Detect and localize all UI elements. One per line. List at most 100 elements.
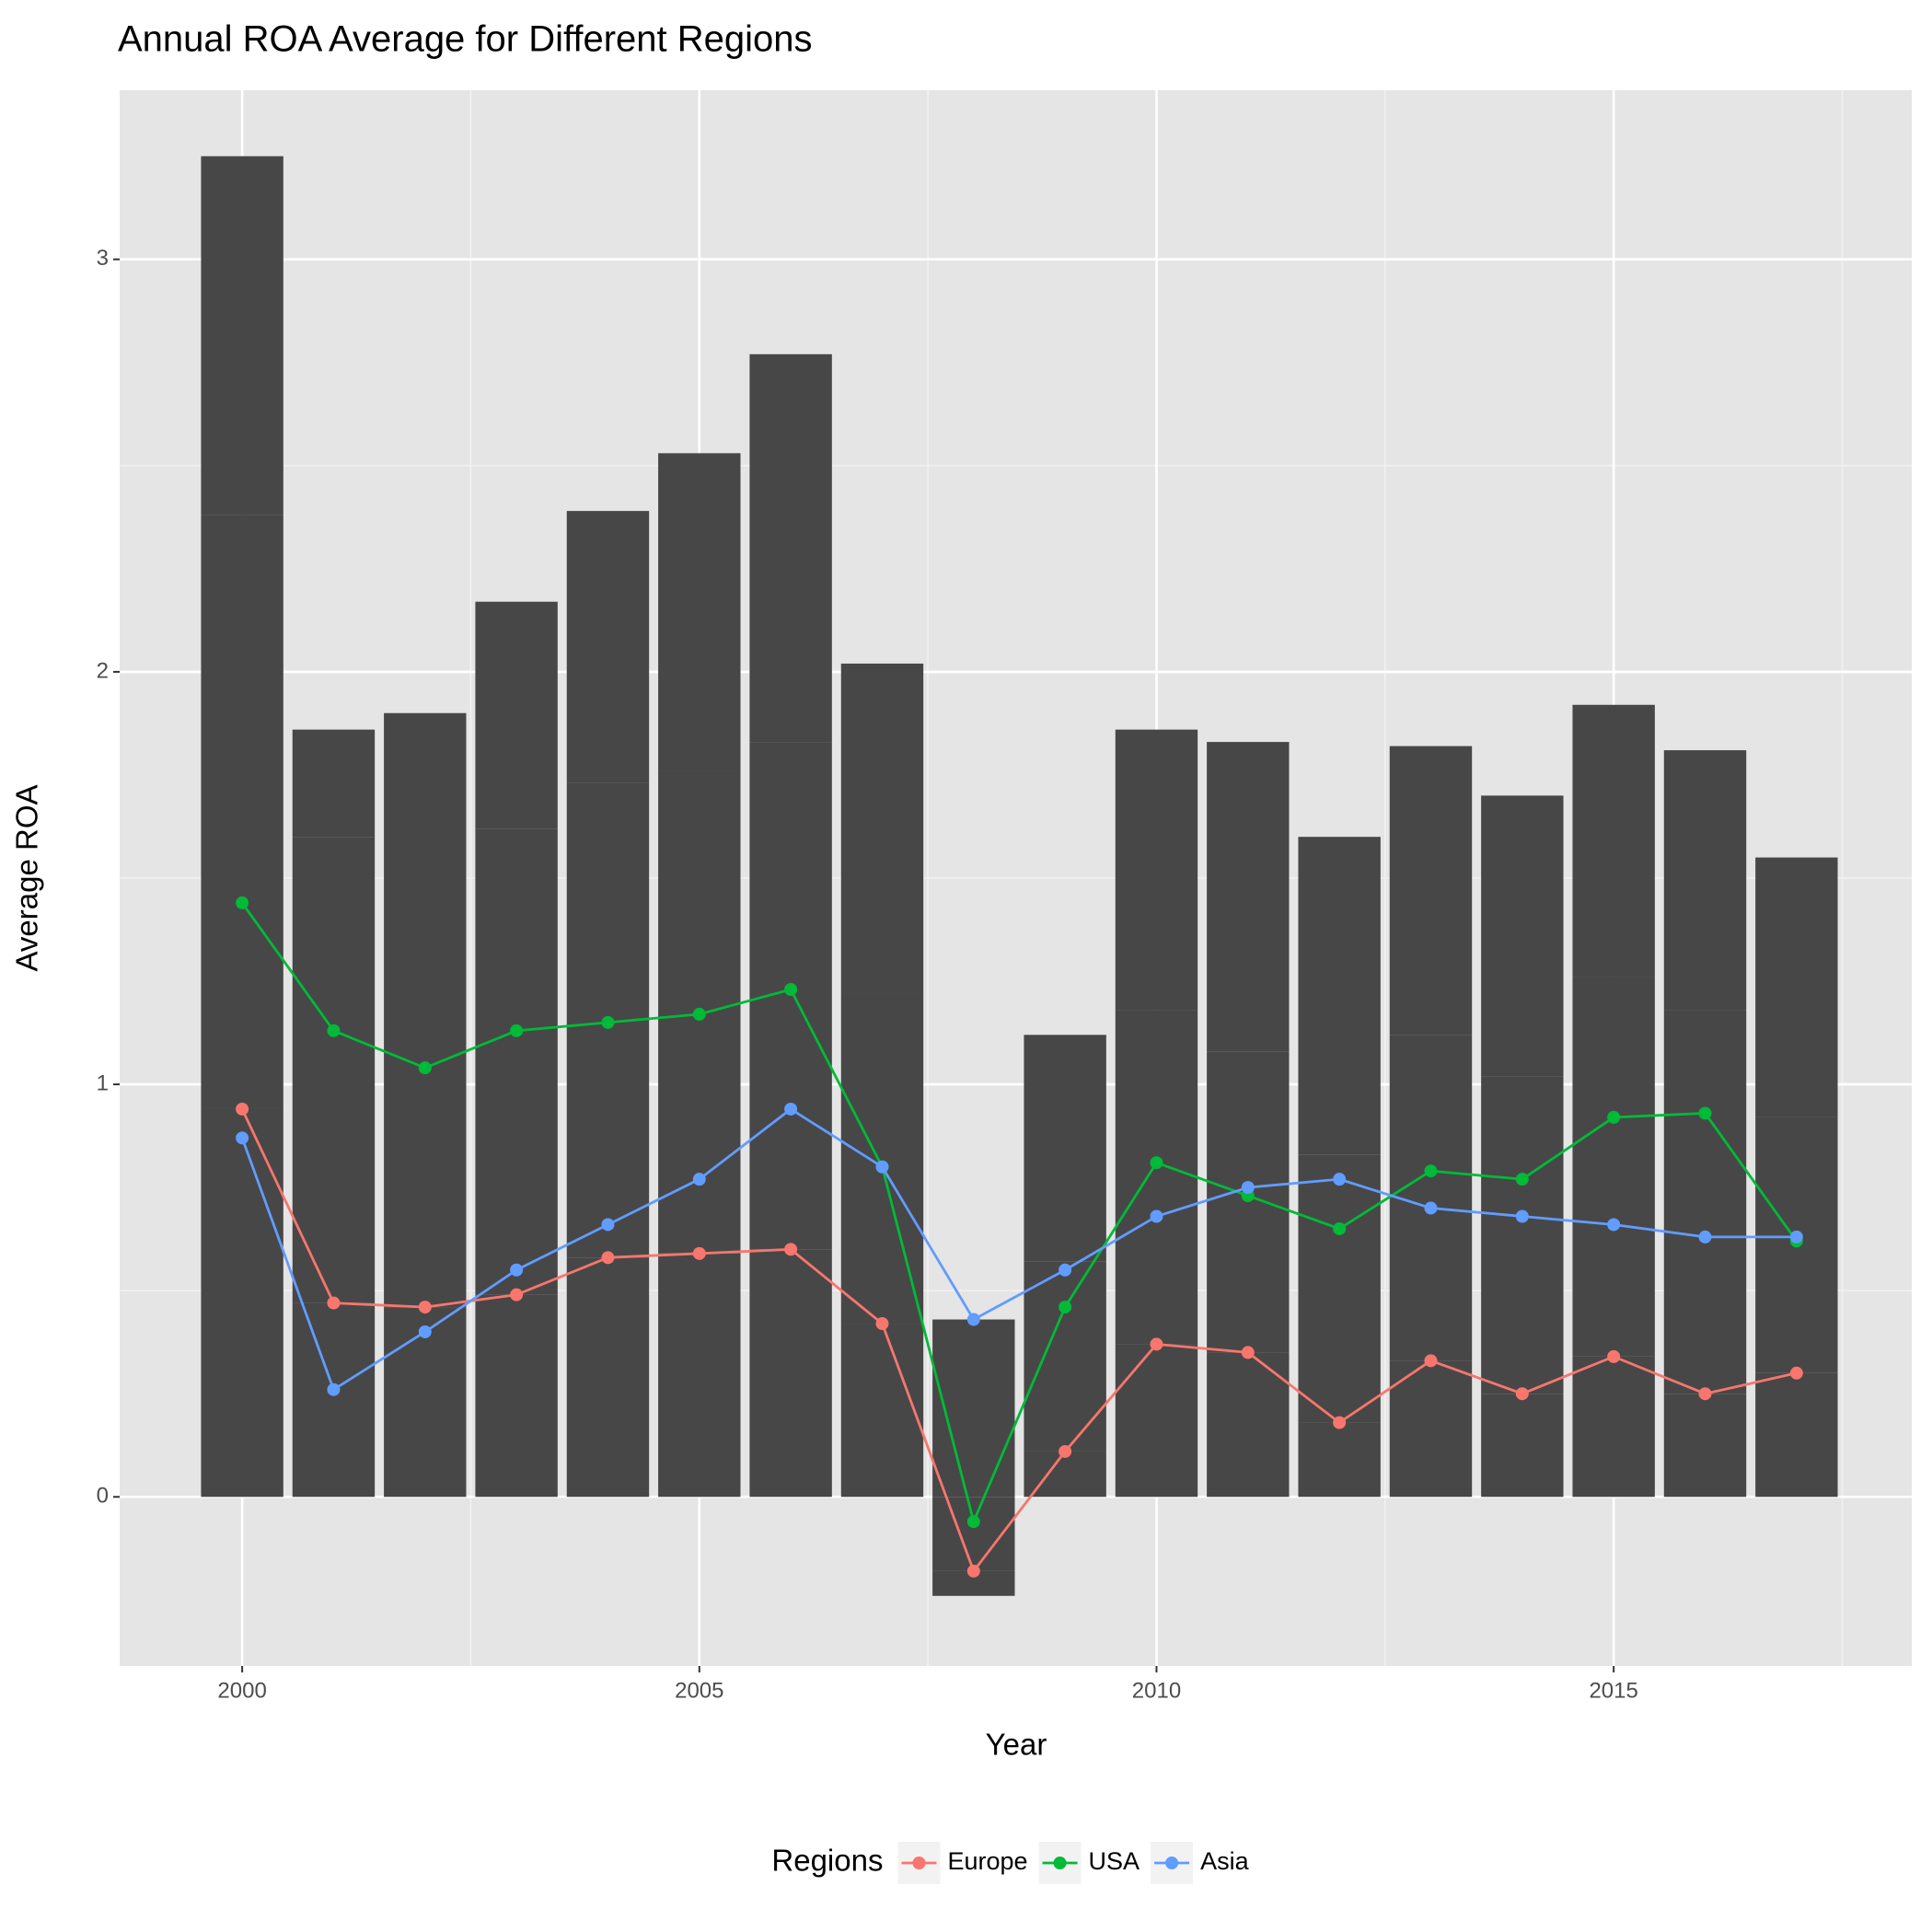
bar-segment bbox=[475, 601, 558, 829]
point bbox=[692, 1007, 706, 1021]
bar-segment bbox=[384, 1307, 467, 1498]
bar-segment bbox=[840, 663, 924, 994]
legend-label: USA bbox=[1089, 1847, 1140, 1875]
point bbox=[1333, 1221, 1347, 1235]
y-tick-label: 3 bbox=[97, 246, 109, 271]
point bbox=[1515, 1173, 1529, 1186]
legend-title: Regions bbox=[771, 1844, 883, 1878]
bar-segment bbox=[1663, 750, 1747, 1011]
point bbox=[1607, 1218, 1621, 1232]
point bbox=[601, 1251, 615, 1265]
point bbox=[601, 1015, 615, 1029]
point bbox=[1424, 1354, 1438, 1368]
bar-segment bbox=[566, 511, 650, 783]
x-tick-label: 2015 bbox=[1589, 1678, 1637, 1703]
bar-segment bbox=[292, 729, 376, 838]
point bbox=[692, 1246, 706, 1260]
legend-swatch bbox=[1165, 1857, 1179, 1869]
legend-item: Asia bbox=[1151, 1842, 1250, 1884]
legend-swatch bbox=[1053, 1857, 1067, 1869]
point bbox=[966, 1515, 980, 1529]
point bbox=[1059, 1444, 1072, 1458]
point bbox=[1424, 1164, 1438, 1178]
x-tick-label: 2010 bbox=[1132, 1678, 1181, 1703]
bar-segment bbox=[749, 1249, 832, 1498]
legend-item: Europe bbox=[897, 1842, 1028, 1884]
bar-segment bbox=[1298, 1154, 1381, 1423]
chart-title: Annual ROA Average for Different Regions bbox=[118, 19, 813, 60]
bar-segment bbox=[1481, 1394, 1564, 1498]
x-tick-label: 2005 bbox=[675, 1678, 723, 1703]
point bbox=[236, 1131, 249, 1145]
bar-segment bbox=[658, 1253, 741, 1498]
point bbox=[1698, 1230, 1712, 1244]
point bbox=[1789, 1366, 1803, 1380]
point bbox=[1059, 1263, 1072, 1277]
bar-segment bbox=[1298, 837, 1381, 1155]
point bbox=[784, 1243, 798, 1256]
bar-segment bbox=[201, 515, 283, 1109]
legend-item: USA bbox=[1038, 1842, 1140, 1884]
bar-segment bbox=[1481, 795, 1564, 1077]
point bbox=[966, 1313, 980, 1326]
point bbox=[510, 1024, 524, 1037]
point bbox=[418, 1325, 432, 1338]
bar-segment bbox=[201, 1108, 283, 1498]
bar-segment bbox=[658, 453, 741, 771]
point bbox=[601, 1218, 615, 1232]
point bbox=[418, 1061, 432, 1075]
point bbox=[418, 1301, 432, 1314]
bar-segment bbox=[932, 1319, 1015, 1498]
point bbox=[1789, 1230, 1803, 1244]
bar-segment bbox=[1389, 1035, 1473, 1361]
point bbox=[236, 896, 249, 909]
y-tick-label: 1 bbox=[97, 1070, 109, 1095]
point bbox=[1059, 1301, 1072, 1314]
point bbox=[1607, 1110, 1621, 1124]
point bbox=[236, 1102, 249, 1116]
bar-segment bbox=[749, 353, 832, 743]
point bbox=[1607, 1349, 1621, 1363]
bar-segment bbox=[1115, 729, 1198, 1011]
point bbox=[692, 1173, 706, 1186]
point bbox=[1333, 1416, 1347, 1429]
point bbox=[327, 1024, 341, 1037]
y-axis-title: Average ROA bbox=[10, 785, 44, 972]
bar-segment bbox=[1755, 857, 1838, 1117]
point bbox=[1424, 1201, 1438, 1215]
point bbox=[327, 1296, 341, 1310]
point bbox=[1150, 1209, 1163, 1223]
point bbox=[1515, 1387, 1529, 1401]
legend-label: Europe bbox=[947, 1847, 1027, 1875]
point bbox=[1150, 1156, 1163, 1170]
bar-segment bbox=[475, 1294, 558, 1498]
bar-segment bbox=[1572, 977, 1655, 1357]
bar-segment bbox=[1115, 1010, 1198, 1345]
bar-segment bbox=[1024, 1261, 1106, 1452]
bar-segment bbox=[1389, 746, 1473, 1035]
bar-segment bbox=[1755, 1372, 1838, 1498]
bar-segment bbox=[1663, 1010, 1747, 1394]
point bbox=[1241, 1181, 1255, 1195]
point bbox=[966, 1564, 980, 1578]
x-axis-title: Year bbox=[986, 1728, 1047, 1762]
y-tick-label: 0 bbox=[97, 1484, 109, 1509]
bar-segment bbox=[1663, 1394, 1747, 1498]
bar-segment bbox=[1207, 1352, 1290, 1498]
legend-swatch bbox=[912, 1857, 926, 1869]
y-tick-label: 2 bbox=[97, 658, 109, 683]
point bbox=[510, 1263, 524, 1277]
bar-segment bbox=[1572, 1356, 1655, 1498]
bar-segment bbox=[201, 156, 283, 515]
point bbox=[1515, 1209, 1529, 1223]
bar-segment bbox=[1115, 1344, 1198, 1498]
bar-segment bbox=[1389, 1360, 1473, 1498]
point bbox=[1333, 1173, 1347, 1186]
legend: Regions Europe USA Asia bbox=[771, 1842, 1250, 1884]
bar-segment bbox=[292, 837, 376, 1303]
point bbox=[1698, 1387, 1712, 1401]
legend-label: Asia bbox=[1200, 1847, 1250, 1875]
bar-segment bbox=[1024, 1035, 1106, 1262]
bar-segment bbox=[384, 878, 467, 1308]
